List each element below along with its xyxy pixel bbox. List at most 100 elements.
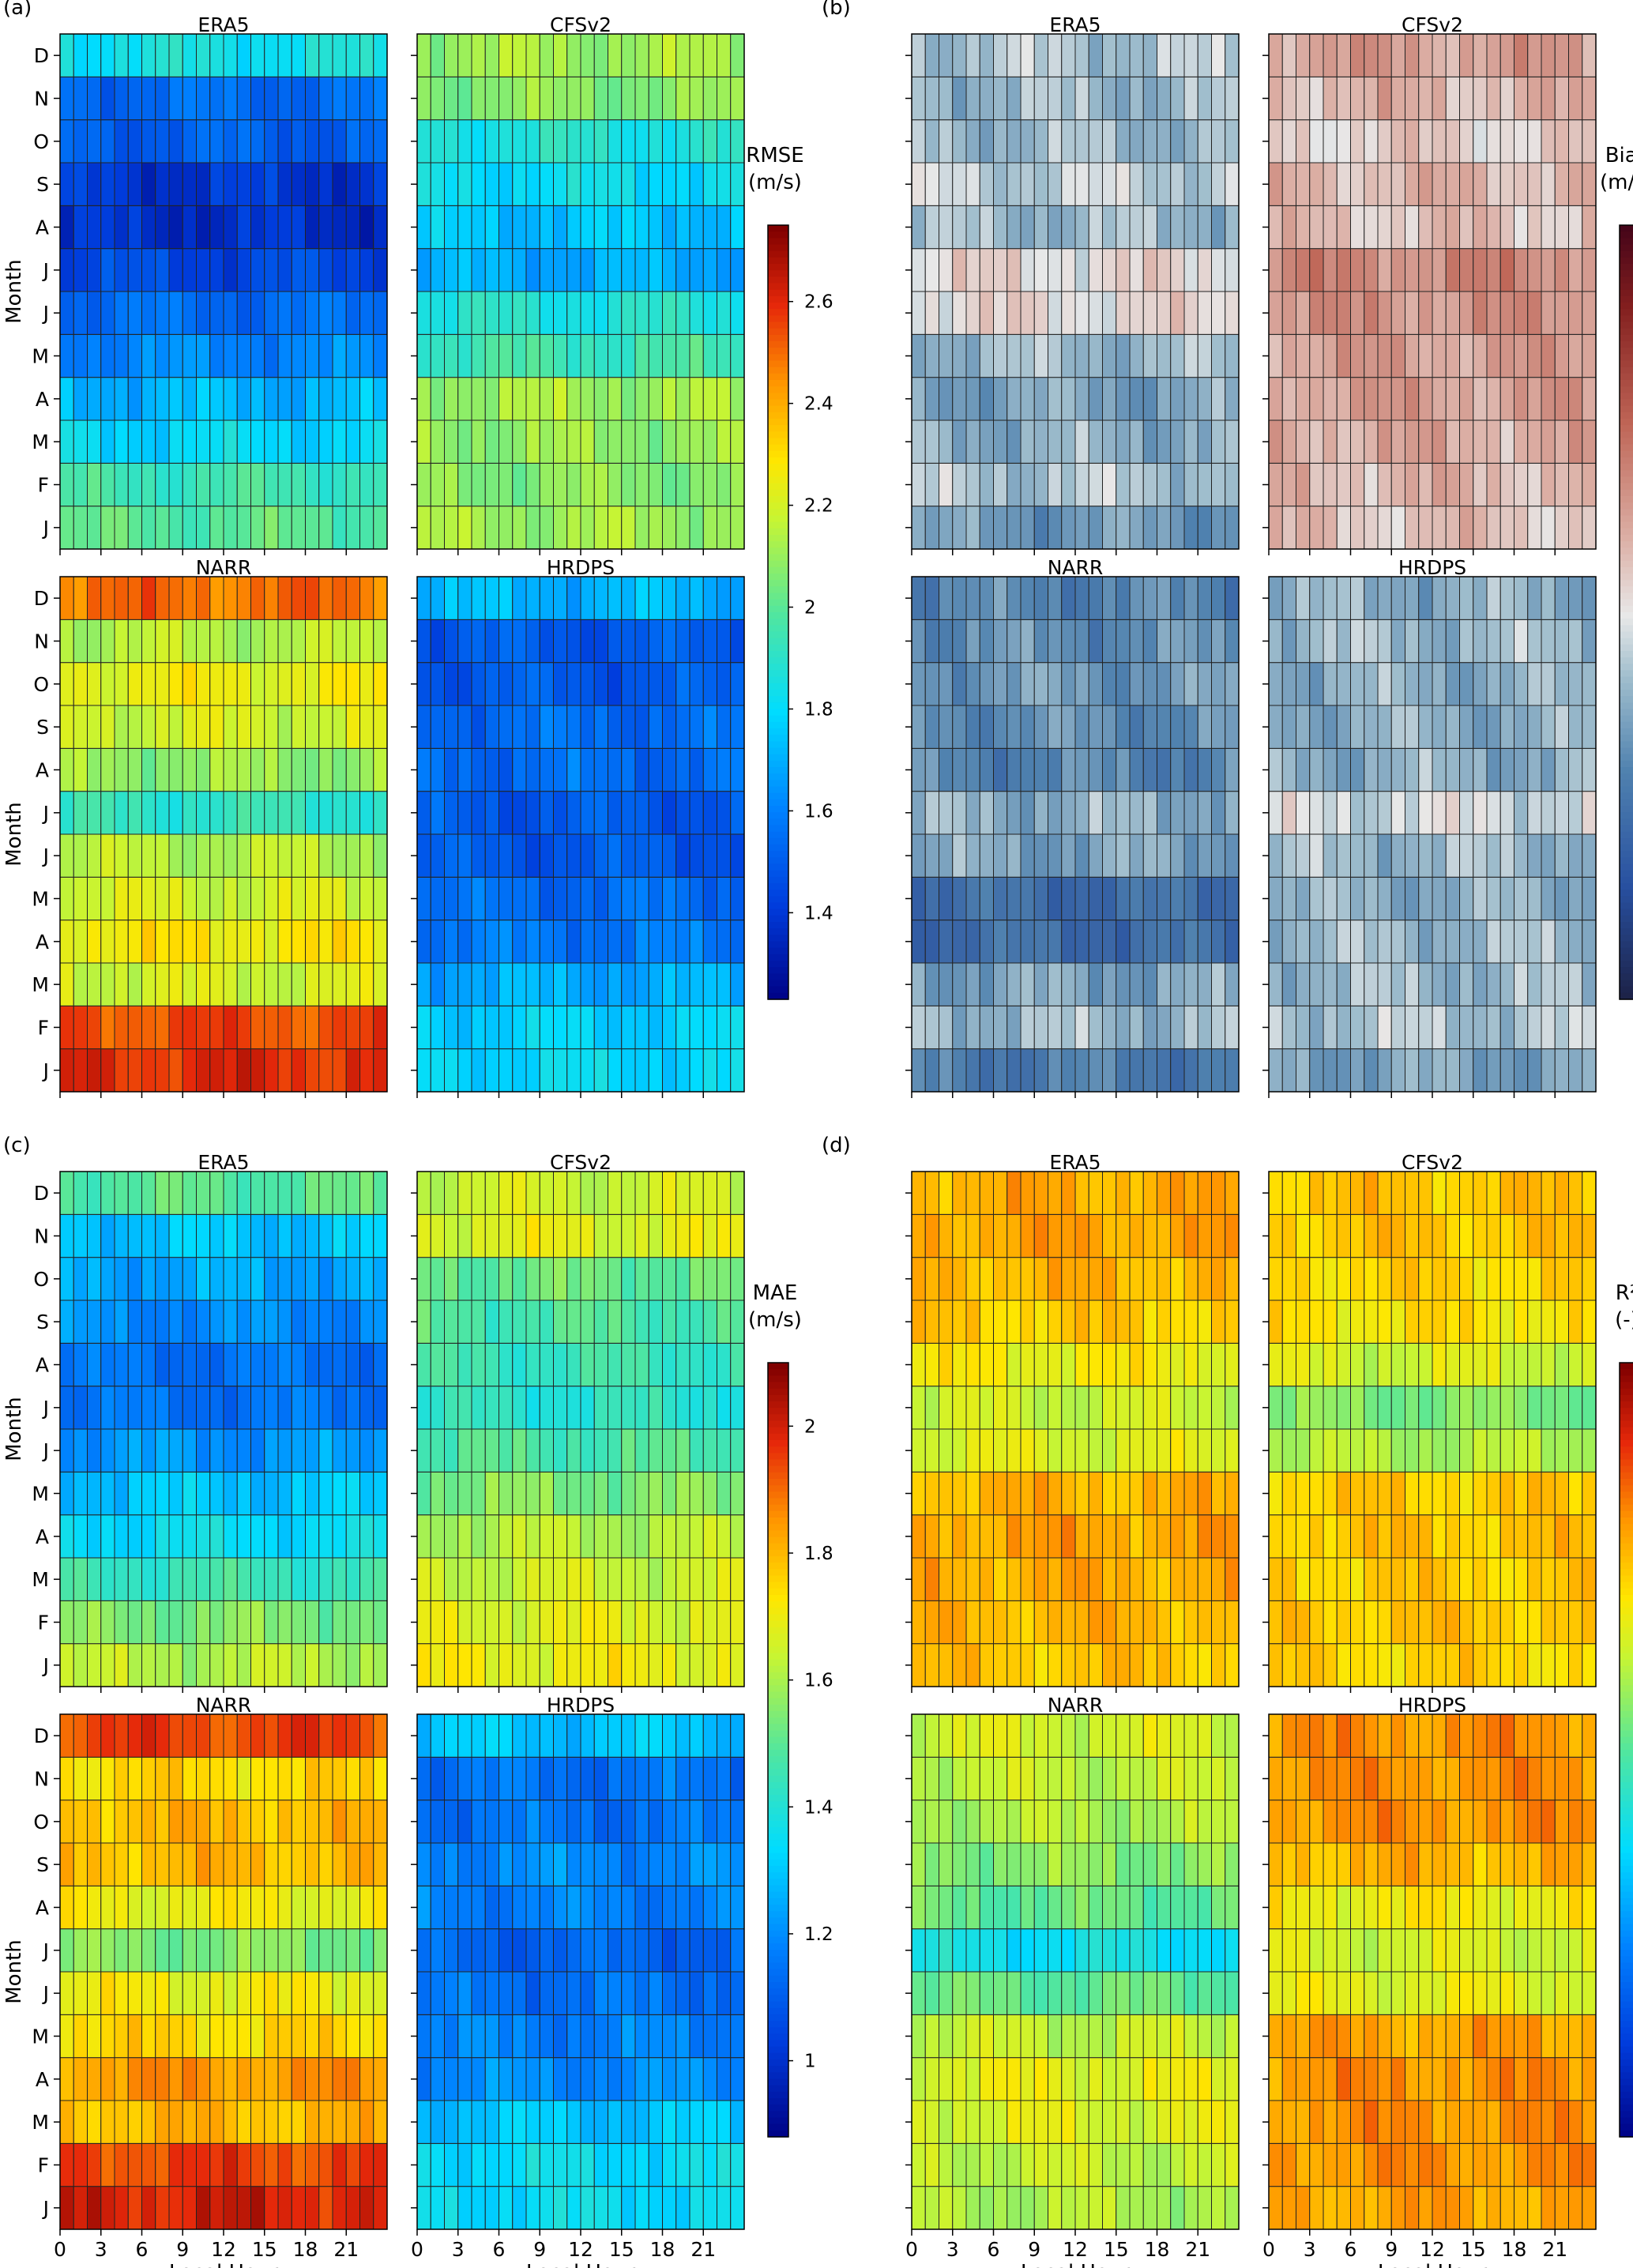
heatmap-cell: [939, 205, 954, 250]
heatmap-cell: [662, 1971, 677, 2015]
heatmap-cell: [1418, 833, 1433, 878]
heatmap-cell: [250, 1299, 265, 1344]
heatmap-cell: [1088, 1557, 1103, 1601]
heatmap-cell: [264, 1257, 279, 1301]
heatmap-cell: [952, 1386, 967, 1430]
heatmap-cell: [1527, 162, 1542, 206]
heatmap-cell: [196, 1171, 211, 1215]
heatmap-cell: [1323, 205, 1338, 250]
heatmap-cell: [1554, 1213, 1569, 1258]
colorbar-segment: [768, 393, 788, 401]
heatmap-cell: [965, 76, 980, 121]
heatmap-cell: [580, 1885, 595, 1930]
heatmap-cell: [444, 377, 459, 421]
heatmap-cell: [1309, 1257, 1324, 1301]
colorbar-segment: [768, 1556, 788, 1563]
heatmap-cell: [993, 462, 1008, 507]
heatmap-cell: [1336, 419, 1351, 464]
heatmap-cell: [1129, 791, 1144, 835]
heatmap-cell: [1390, 920, 1405, 964]
month-tick-label: S: [36, 173, 49, 196]
heatmap-cell: [1061, 33, 1076, 77]
heatmap-cell: [430, 2057, 445, 2101]
heatmap-cell: [952, 2057, 967, 2101]
heatmap-cell: [196, 205, 211, 250]
heatmap-cell: [566, 576, 581, 620]
heatmap-cell: [1336, 462, 1351, 507]
heatmap-cell: [141, 1971, 156, 2015]
heatmap-cell: [593, 2142, 608, 2187]
heatmap-cell: [1582, 205, 1597, 250]
heatmap-cell: [59, 1386, 74, 1430]
heatmap-cell: [1527, 291, 1542, 335]
heatmap-cell: [1129, 33, 1144, 77]
heatmap-cell: [223, 747, 238, 792]
heatmap-cell: [553, 76, 568, 121]
heatmap-cell: [1390, 76, 1405, 121]
heatmap-cell: [689, 962, 704, 1006]
heatmap-cell: [675, 2014, 690, 2059]
heatmap-cell: [553, 419, 568, 464]
heatmap-cell: [223, 1048, 238, 1093]
heatmap-cell: [952, 248, 967, 292]
heatmap-cell: [525, 962, 540, 1006]
heatmap-cell: [141, 791, 156, 835]
colorbar-segment: [1620, 315, 1633, 323]
heatmap-cell: [1486, 291, 1501, 335]
heatmap-cell: [430, 1842, 445, 1886]
heatmap-cell: [345, 119, 360, 164]
heatmap-cell: [471, 1557, 486, 1601]
heatmap-cell: [1074, 1213, 1089, 1258]
heatmap-cell: [73, 1005, 88, 1050]
heatmap-cell: [539, 377, 554, 421]
heatmap-cell: [114, 1213, 129, 1258]
heatmap-cell: [608, 1756, 623, 1801]
heatmap-cell: [648, 2057, 663, 2101]
heatmap-cell: [1459, 576, 1474, 620]
heatmap-cell: [662, 1257, 677, 1301]
heatmap-cell: [593, 1643, 608, 1687]
heatmap-cell: [73, 2014, 88, 2059]
heatmap-cell: [291, 119, 306, 164]
heatmap-cell: [1020, 462, 1035, 507]
heatmap-cell: [1170, 1257, 1185, 1301]
heatmap-cell: [1048, 791, 1063, 835]
heatmap-cell: [512, 662, 527, 706]
heatmap-cell: [318, 1213, 333, 1258]
heatmap-cell: [1582, 876, 1597, 921]
heatmap-cell: [59, 833, 74, 878]
heatmap-cell: [1432, 1600, 1447, 1645]
heatmap-cell: [499, 2100, 514, 2144]
heatmap-cell: [457, 333, 472, 378]
heatmap-cell: [1350, 619, 1365, 664]
heatmap-cell: [952, 2142, 967, 2187]
heatmap-cell: [1323, 462, 1338, 507]
heatmap-cell: [952, 1342, 967, 1387]
heatmap-cell: [1102, 333, 1117, 378]
heatmap-cell: [1074, 1171, 1089, 1215]
colorbar-frame: [767, 224, 789, 1000]
heatmap-cell: [1377, 291, 1392, 335]
colorbar-segment: [768, 767, 788, 774]
subplot-title: NARR: [196, 556, 252, 579]
heatmap-cell: [291, 1386, 306, 1430]
heatmap-cell: [1486, 506, 1501, 550]
heatmap-cell: [1418, 920, 1433, 964]
heatmap-cell: [1323, 1471, 1338, 1516]
heatmap-cell: [223, 1842, 238, 1886]
heatmap-cell: [621, 2057, 636, 2101]
heatmap-cell: [1074, 962, 1089, 1006]
month-tick-label: M: [32, 2111, 49, 2134]
heatmap-cell: [277, 1257, 292, 1301]
heatmap-cell: [1390, 876, 1405, 921]
colorbar-segment: [768, 664, 788, 671]
colorbar-segment: [768, 1956, 788, 1964]
heatmap-cell: [114, 1928, 129, 1973]
colorbar-segment: [1620, 973, 1633, 981]
heatmap-cell: [965, 506, 980, 550]
heatmap-cell: [250, 1428, 265, 1473]
heatmap-cell: [553, 205, 568, 250]
colorbar-segment: [1620, 657, 1633, 664]
heatmap-cell: [1582, 1557, 1597, 1601]
heatmap-cell: [1390, 291, 1405, 335]
